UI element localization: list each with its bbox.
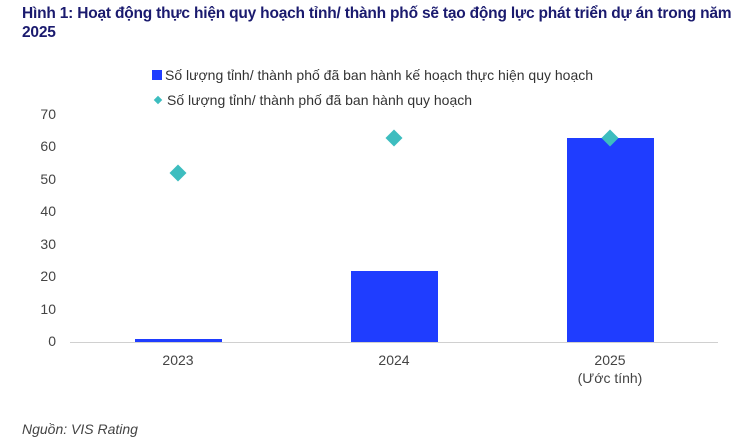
source-note: Nguồn: VIS Rating <box>22 421 138 437</box>
y-tick-label: 40 <box>40 203 56 220</box>
chart-title: Hình 1: Hoạt động thực hiện quy hoạch tỉ… <box>22 5 732 41</box>
diamond-marker-icon <box>385 129 403 147</box>
y-tick-label: 10 <box>40 300 56 317</box>
diamond-marker-icon <box>153 95 163 104</box>
y-tick-label: 30 <box>40 235 56 252</box>
x-axis-line <box>70 342 718 343</box>
legend-label: Số lượng tỉnh/ thành phố đã ban hành quy… <box>167 91 473 108</box>
y-tick-label: 50 <box>40 170 56 187</box>
diamond-marker-icon <box>169 164 187 182</box>
bar-2024 <box>350 270 438 342</box>
legend: Số lượng tỉnh/ thành phố đã ban hành kế … <box>152 62 593 112</box>
legend-item-plan-implementation: Số lượng tỉnh/ thành phố đã ban hành kế … <box>152 62 593 87</box>
x-tick-label: 2023 <box>162 352 194 368</box>
bar-2023 <box>134 338 222 342</box>
y-tick-label: 0 <box>48 333 56 349</box>
y-tick-label: 60 <box>40 138 56 155</box>
square-marker-icon <box>152 69 162 80</box>
y-tick-label: 70 <box>40 106 56 122</box>
legend-item-plan-issued: Số lượng tỉnh/ thành phố đã ban hành quy… <box>152 87 593 112</box>
x-tick-label: 2024 <box>378 352 410 368</box>
legend-label: Số lượng tỉnh/ thành phố đã ban hành kế … <box>165 66 594 83</box>
y-tick-label: 20 <box>40 268 56 285</box>
bar-2025 <box>566 137 654 342</box>
x-tick-label: 2025 (Ước tính) <box>577 352 643 386</box>
